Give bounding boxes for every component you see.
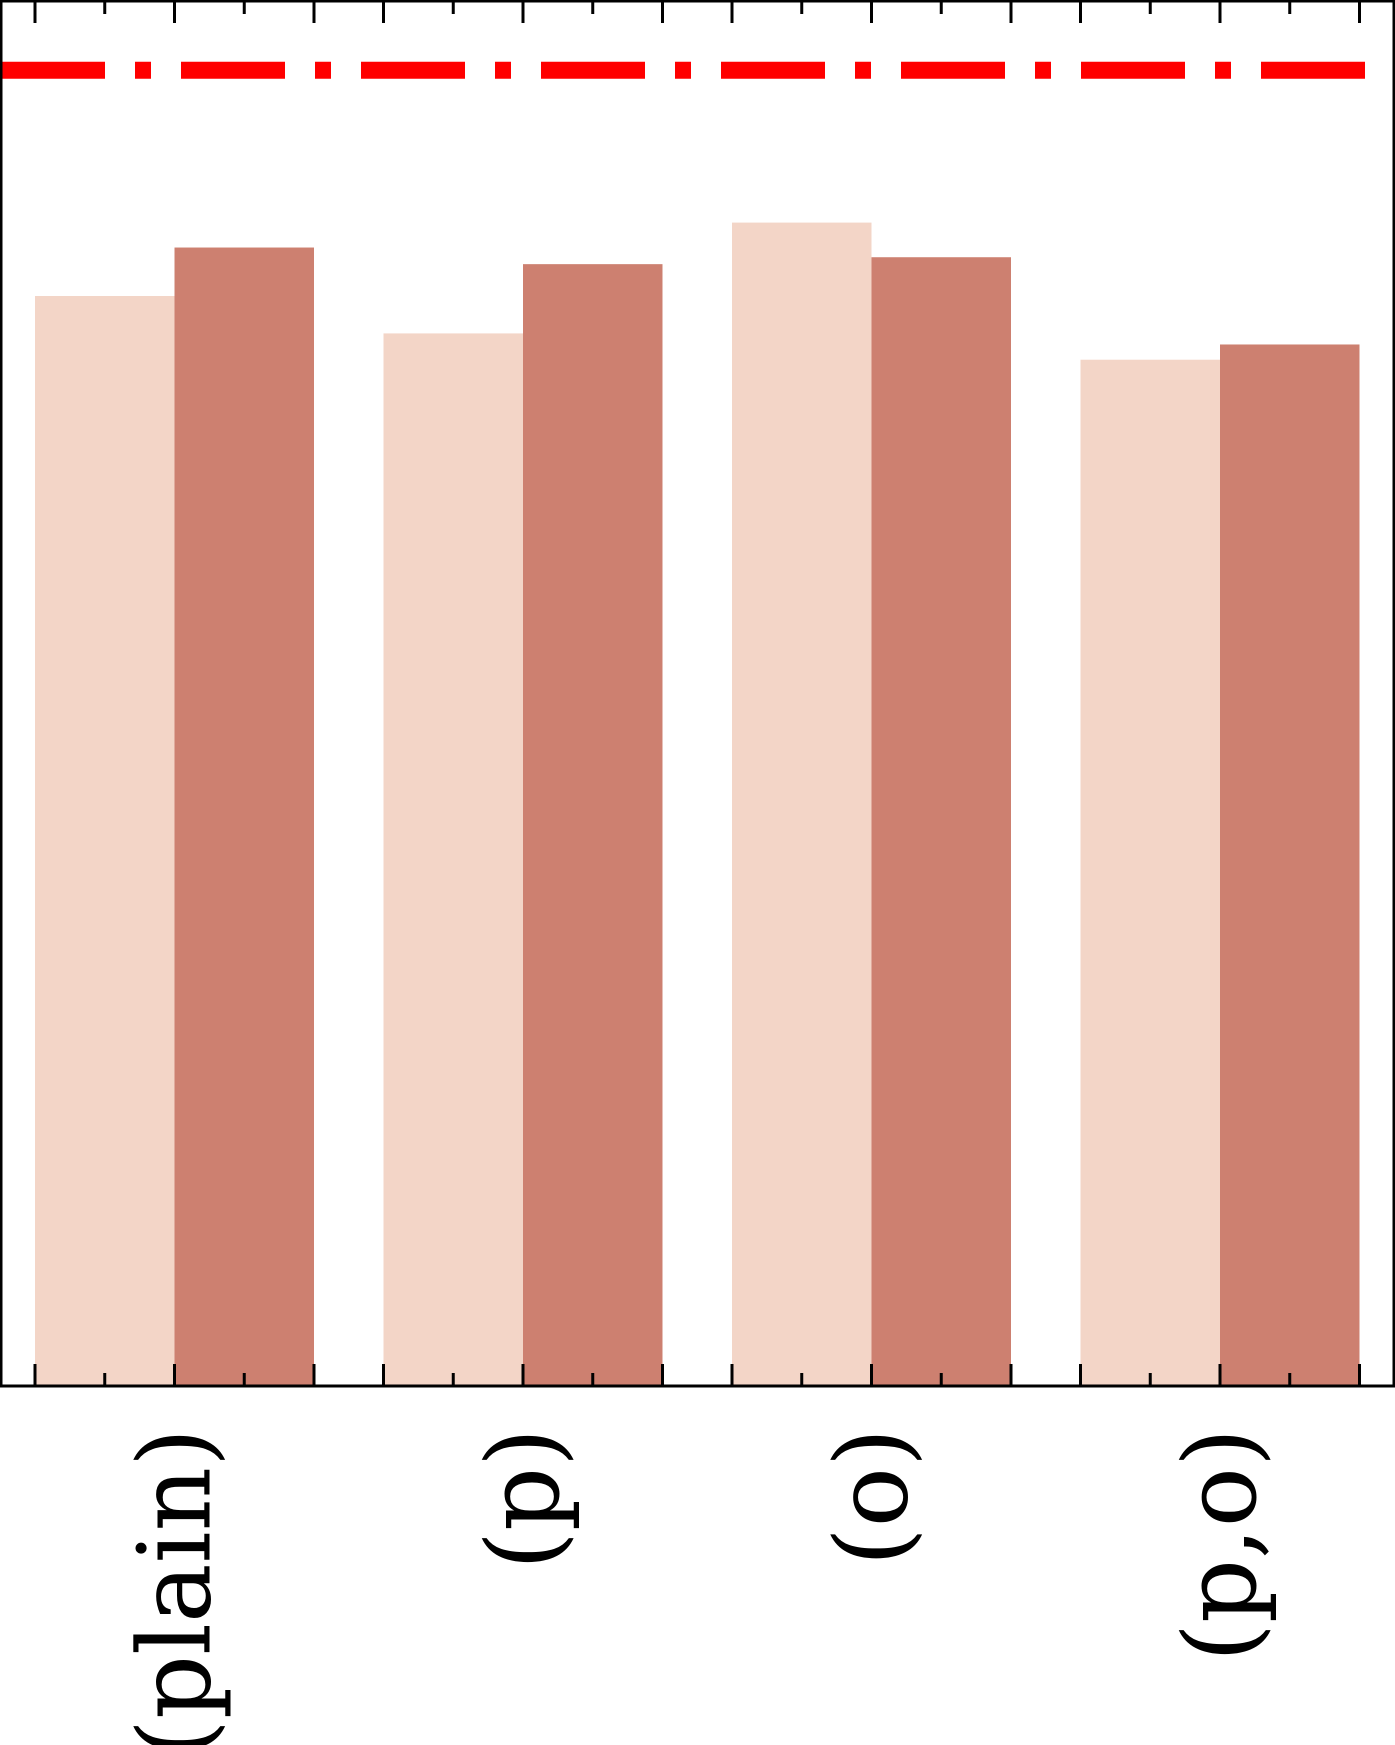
bar-plain-series-2	[174, 247, 314, 1386]
bar-plain-series-1	[35, 296, 175, 1386]
x-tick-label: (plain)	[117, 1428, 234, 1745]
bar-o-series-2	[871, 257, 1011, 1387]
plot-frame	[0, 0, 1395, 1388]
bar-o-series-1	[732, 222, 872, 1387]
bar-p-series-1	[383, 333, 523, 1386]
bar-po-series-2	[1220, 344, 1360, 1387]
bar-po-series-1	[1080, 359, 1220, 1387]
ticks-layer	[33, 1, 1361, 1386]
x-tick-label: (p,o)	[1162, 1428, 1279, 1662]
bar-p-series-2	[523, 264, 663, 1386]
x-tick-labels: (plain) (p) (o) (p,o)	[117, 1428, 1280, 1745]
x-tick-label: (o)	[814, 1428, 931, 1566]
bars-layer	[35, 222, 1360, 1387]
x-tick-label: (p)	[465, 1428, 582, 1570]
